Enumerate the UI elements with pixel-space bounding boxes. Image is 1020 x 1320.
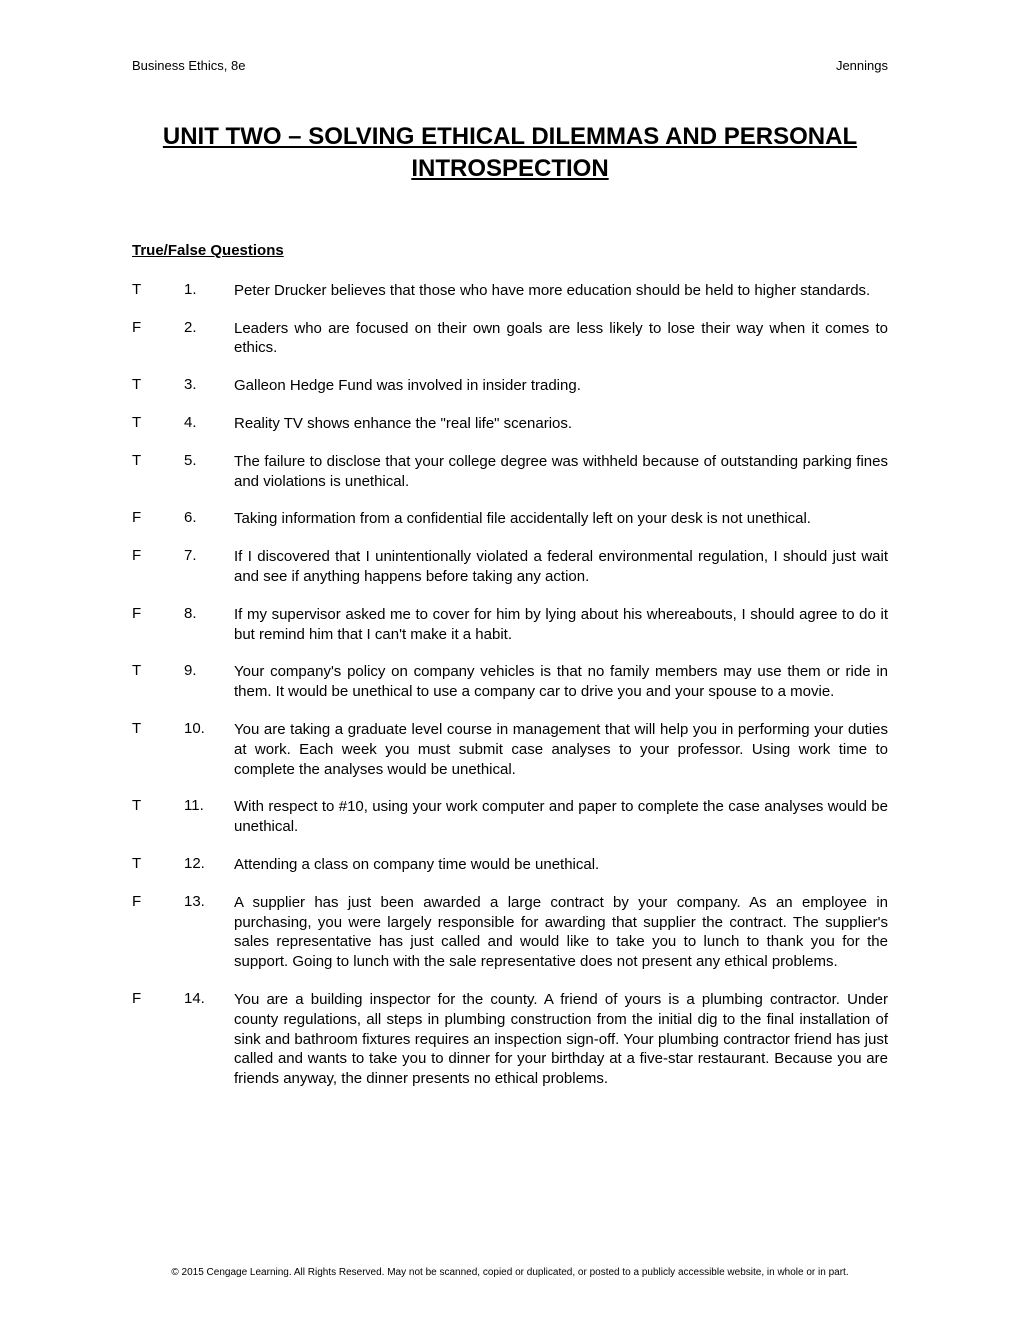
question-text: If I discovered that I unintentionally v… (234, 547, 888, 587)
question-row: T 12. Attending a class on company time … (132, 855, 888, 875)
question-row: F 14. You are a building inspector for t… (132, 990, 888, 1089)
question-row: F 13. A supplier has just been awarded a… (132, 893, 888, 972)
question-number: 8. (184, 605, 234, 622)
question-number: 4. (184, 414, 234, 431)
question-text: Taking information from a confidential f… (234, 509, 888, 529)
question-number: 6. (184, 509, 234, 526)
question-number: 3. (184, 376, 234, 393)
header-left-text: Business Ethics, 8e (132, 58, 245, 73)
question-number: 13. (184, 893, 234, 910)
answer-value: T (132, 855, 184, 872)
question-row: F 7. If I discovered that I unintentiona… (132, 547, 888, 587)
question-number: 10. (184, 720, 234, 737)
question-row: F 2. Leaders who are focused on their ow… (132, 319, 888, 359)
question-text: You are a building inspector for the cou… (234, 990, 888, 1089)
answer-value: T (132, 797, 184, 814)
question-text: If my supervisor asked me to cover for h… (234, 605, 888, 645)
answer-value: F (132, 893, 184, 910)
page-footer: © 2015 Cengage Learning. All Rights Rese… (132, 1267, 888, 1278)
answer-value: T (132, 414, 184, 431)
answer-value: T (132, 720, 184, 737)
question-text: The failure to disclose that your colleg… (234, 452, 888, 492)
page-header: Business Ethics, 8e Jennings (132, 58, 888, 73)
answer-value: F (132, 547, 184, 564)
question-text: You are taking a graduate level course i… (234, 720, 888, 779)
document-page: Business Ethics, 8e Jennings UNIT TWO – … (0, 0, 1020, 1320)
question-text: Galleon Hedge Fund was involved in insid… (234, 376, 888, 396)
question-row: T 11. With respect to #10, using your wo… (132, 797, 888, 837)
question-number: 11. (184, 797, 234, 814)
question-text: Peter Drucker believes that those who ha… (234, 281, 888, 301)
question-row: T 3. Galleon Hedge Fund was involved in … (132, 376, 888, 396)
unit-title: UNIT TWO – SOLVING ETHICAL DILEMMAS AND … (132, 121, 888, 186)
question-text: With respect to #10, using your work com… (234, 797, 888, 837)
question-number: 1. (184, 281, 234, 298)
answer-value: F (132, 990, 184, 1007)
header-right-text: Jennings (836, 58, 888, 73)
answer-value: T (132, 662, 184, 679)
answer-value: F (132, 319, 184, 336)
question-text: Reality TV shows enhance the "real life"… (234, 414, 888, 434)
question-number: 7. (184, 547, 234, 564)
answer-value: T (132, 452, 184, 469)
questions-list: T 1. Peter Drucker believes that those w… (132, 281, 888, 1089)
question-text: Your company's policy on company vehicle… (234, 662, 888, 702)
question-row: F 6. Taking information from a confident… (132, 509, 888, 529)
answer-value: T (132, 376, 184, 393)
question-row: T 10. You are taking a graduate level co… (132, 720, 888, 779)
question-text: A supplier has just been awarded a large… (234, 893, 888, 972)
question-number: 14. (184, 990, 234, 1007)
question-text: Leaders who are focused on their own goa… (234, 319, 888, 359)
question-number: 5. (184, 452, 234, 469)
answer-value: T (132, 281, 184, 298)
question-row: F 8. If my supervisor asked me to cover … (132, 605, 888, 645)
answer-value: F (132, 605, 184, 622)
question-row: T 5. The failure to disclose that your c… (132, 452, 888, 492)
question-number: 12. (184, 855, 234, 872)
answer-value: F (132, 509, 184, 526)
question-row: T 1. Peter Drucker believes that those w… (132, 281, 888, 301)
question-number: 9. (184, 662, 234, 679)
question-text: Attending a class on company time would … (234, 855, 888, 875)
question-row: T 9. Your company's policy on company ve… (132, 662, 888, 702)
question-row: T 4. Reality TV shows enhance the "real … (132, 414, 888, 434)
question-number: 2. (184, 319, 234, 336)
section-heading: True/False Questions (132, 242, 888, 259)
